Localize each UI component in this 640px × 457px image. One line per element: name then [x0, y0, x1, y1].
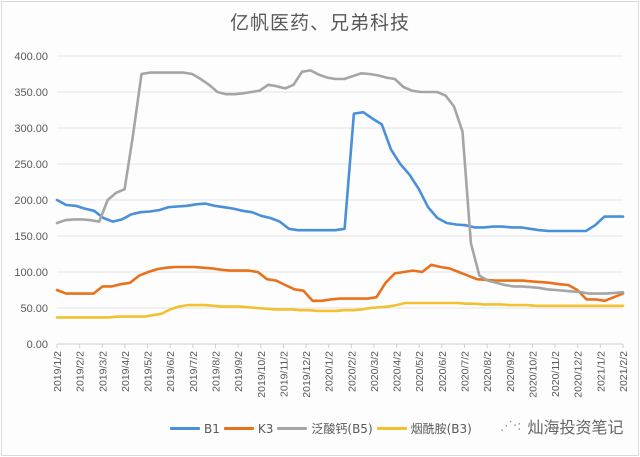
series-line — [55, 263, 625, 303]
series-line — [55, 301, 625, 319]
legend-item-b3[interactable]: 烟酰胺(B3) — [376, 420, 472, 437]
gridlines — [57, 55, 623, 309]
series-line — [55, 110, 625, 233]
x-axis: 2019/1/2 2019/2/2 2019/3/2 2019/4/2 2019/5/2… — [52, 343, 630, 398]
legend-item-b1[interactable]: B1 — [170, 422, 220, 436]
x-tick-label: 2020/4/2 — [392, 351, 404, 392]
x-tick-label: 2020/9/2 — [505, 351, 517, 392]
x-tick-label: 2020/3/2 — [369, 351, 381, 392]
x-tick-label: 2021/2/2 — [618, 351, 630, 392]
legend-swatch — [170, 427, 200, 430]
x-tick-label: 2019/2/2 — [75, 351, 87, 392]
series-line — [55, 69, 625, 295]
x-tick-label: 2019/3/2 — [97, 351, 109, 392]
y-tick-label: 0.00 — [27, 339, 48, 351]
legend-label: B1 — [204, 421, 220, 436]
x-tick-label: 2020/2/2 — [346, 351, 358, 392]
x-tick-label: 2020/10/2 — [527, 351, 539, 398]
watermark: ⋰·: 灿海投资笔记 — [500, 414, 624, 438]
legend-swatch — [277, 427, 308, 430]
chart-legend: B1 K3 泛酸钙(B5) 烟酰胺(B3) — [170, 420, 476, 437]
x-tick-label: 2020/7/2 — [460, 351, 472, 392]
watermark-text: 灿海投资笔记 — [527, 418, 624, 437]
x-tick-label: 2019/9/2 — [233, 351, 245, 392]
series-lines — [55, 69, 625, 319]
x-tick-label: 2019/12/2 — [301, 351, 313, 398]
y-tick-label: 250.00 — [14, 159, 48, 171]
x-tick-label: 2019/4/2 — [120, 351, 132, 392]
x-tick-label: 2020/12/2 — [573, 351, 585, 398]
y-axis: 0.00 50.00 100.00 150.00 200.00 250.00 300.00 3… — [14, 51, 48, 351]
wechat-logo-icon: ⋰·: — [500, 418, 522, 434]
x-tick-label: 2019/7/2 — [188, 351, 200, 392]
y-tick-label: 200.00 — [14, 195, 48, 207]
x-tick-label: 2019/1/2 — [52, 351, 64, 392]
legend-label: 泛酸钙(B5) — [311, 422, 373, 436]
x-tick-label: 2019/10/2 — [256, 351, 268, 398]
x-tick-label: 2019/11/2 — [278, 351, 290, 397]
legend-swatch — [223, 427, 254, 430]
y-tick-label: 400.00 — [14, 51, 48, 63]
legend-swatch — [376, 427, 407, 430]
legend-label: 烟酰胺(B3) — [410, 422, 472, 436]
x-tick-label: 2020/8/2 — [482, 351, 494, 392]
legend-item-b5[interactable]: 泛酸钙(B5) — [277, 420, 373, 437]
x-tick-label: 2019/8/2 — [210, 351, 222, 392]
x-tick-label: 2019/5/2 — [143, 351, 155, 392]
chart-title: 亿帆医药、兄弟科技 — [229, 12, 410, 34]
y-tick-label: 300.00 — [14, 123, 48, 135]
legend-label: K3 — [257, 421, 274, 436]
y-tick-label: 50.00 — [20, 303, 48, 315]
y-tick-label: 150.00 — [14, 231, 48, 243]
y-tick-label: 350.00 — [14, 87, 48, 99]
legend-item-k3[interactable]: K3 — [223, 421, 274, 436]
x-tick-label: 2019/6/2 — [165, 351, 177, 392]
x-tick-label: 2020/1/2 — [324, 351, 336, 392]
y-tick-label: 100.00 — [14, 267, 48, 279]
x-tick-label: 2020/5/2 — [414, 351, 426, 392]
x-tick-label: 2020/6/2 — [437, 351, 449, 392]
x-tick-label: 2021/1/2 — [595, 351, 607, 392]
x-tick-label: 2020/11/2 — [550, 351, 562, 397]
